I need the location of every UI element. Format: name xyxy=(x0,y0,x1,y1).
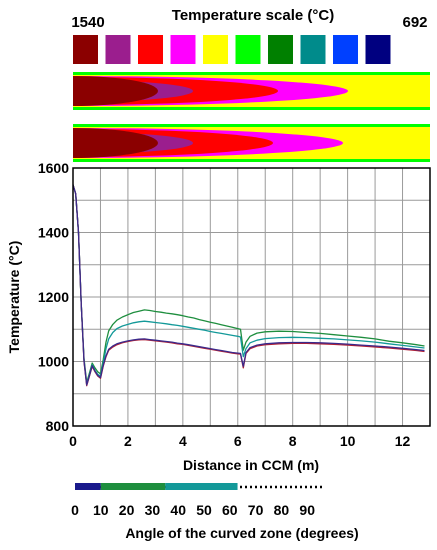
angle-band-1 xyxy=(100,483,166,490)
angle-tick-label: 20 xyxy=(119,502,135,518)
x-tick-label: 10 xyxy=(340,433,356,449)
series-line-3 xyxy=(73,184,425,386)
plot-frame xyxy=(72,167,431,427)
x-tick-labels: 0 2 4 6 8 10 12 xyxy=(69,433,410,449)
swatch-7 xyxy=(300,35,326,64)
series-line-1 xyxy=(73,184,425,385)
y-tick-label: 800 xyxy=(46,418,70,434)
angle-tick-label: 70 xyxy=(248,502,264,518)
strand-map-top xyxy=(73,72,430,110)
x-tick-label: 8 xyxy=(289,433,297,449)
scale-max-label: 1540 xyxy=(71,14,104,31)
angle-band-0 xyxy=(75,483,101,490)
angle-axis-label: Angle of the curved zone (degrees) xyxy=(125,525,358,541)
grid xyxy=(73,168,430,426)
angle-tick-label: 60 xyxy=(222,502,238,518)
x-tick-label: 4 xyxy=(179,433,187,449)
angle-tick-label: 0 xyxy=(71,502,79,518)
y-tick-label: 1600 xyxy=(38,160,69,176)
y-tick-label: 1000 xyxy=(38,354,69,370)
x-tick-label: 6 xyxy=(234,433,242,449)
x-tick-label: 12 xyxy=(395,433,411,449)
scale-title: Temperature scale (°C) xyxy=(172,7,334,24)
swatch-8 xyxy=(333,35,358,64)
angle-tick-label: 90 xyxy=(299,502,315,518)
strand-core-zone xyxy=(73,76,158,106)
angle-tick-label: 50 xyxy=(196,502,212,518)
strand-core-zone xyxy=(73,128,158,158)
angle-bands xyxy=(75,483,238,490)
swatch-5 xyxy=(235,35,261,64)
scale-min-label: 692 xyxy=(402,14,427,31)
angle-tick-label: 80 xyxy=(274,502,290,518)
swatch-9 xyxy=(365,35,391,64)
angle-tick-label: 10 xyxy=(93,502,109,518)
series-line-0 xyxy=(73,184,425,384)
y-axis-label: Temperature (°C) xyxy=(6,241,22,354)
angle-tick-label: 40 xyxy=(170,502,186,518)
y-tick-labels: 800 1000 1200 1400 1600 xyxy=(38,160,69,434)
temperature-swatches xyxy=(73,35,391,64)
swatch-3 xyxy=(170,35,196,64)
x-tick-label: 2 xyxy=(124,433,132,449)
swatch-4 xyxy=(203,35,228,64)
swatch-0 xyxy=(73,35,98,64)
series-group xyxy=(73,184,425,387)
swatch-1 xyxy=(105,35,131,64)
swatch-2 xyxy=(138,35,163,64)
strand-map-bottom xyxy=(73,124,430,162)
angle-tick-labels: 0 10 20 30 40 50 60 70 80 90 xyxy=(71,502,315,518)
angle-band-2 xyxy=(165,483,238,490)
x-axis-label: Distance in CCM (m) xyxy=(183,457,319,473)
swatch-6 xyxy=(268,35,293,64)
angle-tick-label: 30 xyxy=(145,502,161,518)
y-tick-label: 1200 xyxy=(38,289,69,305)
y-tick-label: 1400 xyxy=(38,225,69,241)
x-tick-label: 0 xyxy=(69,433,77,449)
